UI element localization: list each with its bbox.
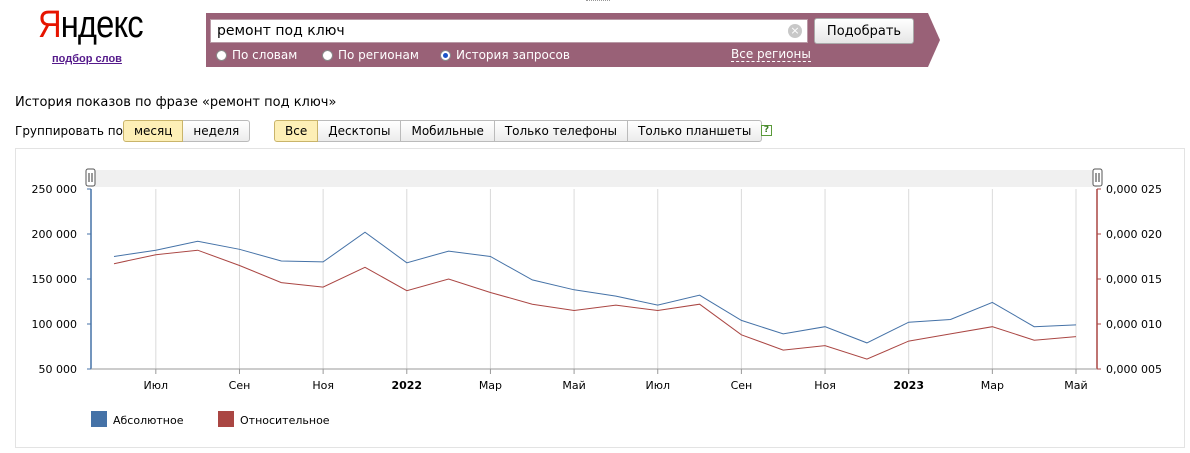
legend-label: Абсолютное bbox=[113, 414, 184, 427]
clear-icon[interactable]: × bbox=[788, 24, 802, 38]
device-tablets-button[interactable]: Только планшеты bbox=[628, 120, 763, 142]
series-line-absolute bbox=[113, 231, 1077, 344]
help-icon[interactable]: ? bbox=[761, 125, 772, 136]
x-tick-label: Июл bbox=[144, 379, 169, 392]
device-all-button[interactable]: Все bbox=[274, 120, 319, 142]
all-regions-link[interactable]: Все регионы bbox=[731, 47, 811, 62]
legend-swatch bbox=[218, 411, 234, 427]
range-navigator bbox=[91, 170, 1097, 187]
y-right-tick-label: 0,000 015 bbox=[1106, 273, 1162, 286]
x-tick-label: Май bbox=[1064, 379, 1087, 392]
range-handle-left bbox=[85, 168, 96, 187]
history-chart: Июл Сен Ноя 2022 Мар Май Июл Сен Ноя 2023 Мар Май 50… bbox=[32, 168, 1162, 427]
y-left-tick-label: 250 000 bbox=[32, 183, 78, 196]
group-month-button[interactable]: месяц bbox=[123, 120, 184, 142]
x-tick-label: Сен bbox=[229, 379, 251, 392]
radio-icon[interactable] bbox=[322, 49, 333, 61]
yandex-logo[interactable]: Яндекс bbox=[38, 4, 144, 46]
x-tick-label: Ноя bbox=[814, 379, 836, 392]
x-tick-label: 2022 bbox=[391, 379, 422, 392]
mode-history[interactable]: История запросов bbox=[440, 48, 570, 62]
x-tick-label: Мар bbox=[479, 379, 502, 392]
y-right-tick-label: 0,000 020 bbox=[1106, 228, 1162, 241]
chart-panel: Июл Сен Ноя 2022 Мар Май Июл Сен Ноя 2023 Мар Май 50… bbox=[15, 148, 1185, 448]
x-tick-label: Июл bbox=[645, 379, 670, 392]
search-field[interactable]: × bbox=[210, 19, 808, 43]
range-handle-right bbox=[1092, 168, 1103, 187]
y-left-tick-label: 100 000 bbox=[32, 318, 78, 331]
y-right-tick-label: 0,000 025 bbox=[1106, 183, 1162, 196]
device-mobile-button[interactable]: Мобильные bbox=[401, 120, 495, 142]
y-left-tick-label: 150 000 bbox=[32, 273, 78, 286]
top-grip bbox=[586, 0, 610, 2]
wordstat-link[interactable]: подбор слов bbox=[52, 53, 122, 65]
submit-button[interactable]: Подобрать bbox=[814, 18, 914, 44]
group-toggle: месяц неделя bbox=[123, 120, 251, 142]
legend-label: Относительное bbox=[240, 414, 330, 427]
x-tick-label: Ноя bbox=[312, 379, 334, 392]
x-tick-label: Сен bbox=[731, 379, 753, 392]
x-tick-label: Май bbox=[562, 379, 585, 392]
device-desktop-button[interactable]: Десктопы bbox=[318, 120, 402, 142]
group-label: Группировать по: bbox=[15, 124, 128, 138]
mode-by-words[interactable]: По словам bbox=[216, 48, 297, 62]
x-tick-label: Мар bbox=[981, 379, 1004, 392]
y-right-tick-label: 0,000 010 bbox=[1106, 318, 1162, 331]
device-toggle: Все Десктопы Мобильные Только телефоны Т… bbox=[274, 120, 763, 142]
group-week-button[interactable]: неделя bbox=[183, 120, 251, 142]
y-left-tick-label: 50 000 bbox=[39, 363, 78, 376]
x-tick-label: 2023 bbox=[893, 379, 924, 392]
radio-checked-icon[interactable] bbox=[440, 49, 451, 61]
search-input[interactable] bbox=[211, 20, 781, 42]
mode-by-regions[interactable]: По регионам bbox=[322, 48, 419, 62]
legend-swatch bbox=[91, 411, 107, 427]
device-phones-button[interactable]: Только телефоны bbox=[494, 120, 628, 142]
history-title: История показов по фразе «ремонт под клю… bbox=[15, 95, 337, 110]
radio-icon[interactable] bbox=[216, 49, 227, 61]
series-line-relative bbox=[113, 249, 1077, 360]
y-right-tick-label: 0,000 005 bbox=[1106, 363, 1162, 376]
y-left-tick-label: 200 000 bbox=[32, 228, 78, 241]
